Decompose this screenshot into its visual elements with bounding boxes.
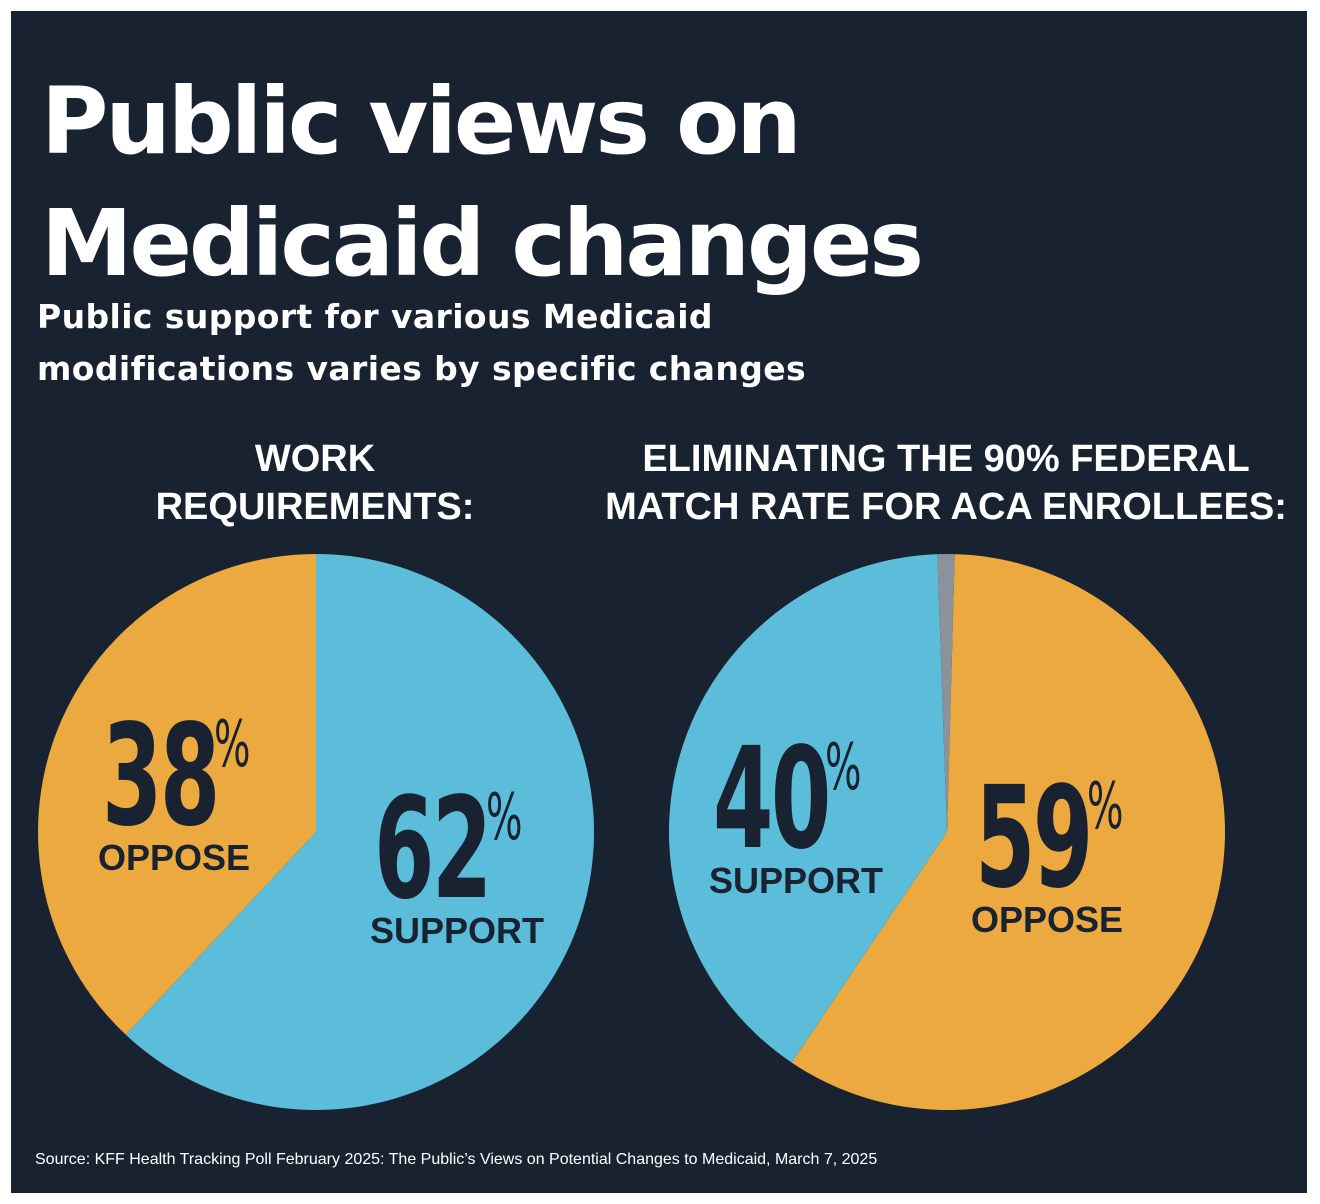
slice-name-label: OPPOSE (971, 899, 1123, 940)
oppose-slice (38, 554, 317, 1035)
oppose-label-group: 38% OPPOSE (98, 695, 250, 878)
pie-chart-federal-match: 59% OPPOSE 40% SUPPORT (667, 552, 1227, 1112)
title-line-2: Medicaid changes (41, 190, 924, 297)
other-slice (937, 554, 955, 832)
support-label-group: 62% SUPPORT (370, 768, 544, 951)
oppose-slice (791, 554, 1226, 1111)
support-slice (125, 554, 595, 1110)
slice-value-label: 59 (975, 757, 1091, 919)
percent-sign: % (486, 781, 522, 855)
oppose-label-group: 59% OPPOSE (971, 757, 1123, 940)
slice-name-label: SUPPORT (709, 860, 883, 901)
pie-chart-work-requirements: 62% SUPPORT 38% OPPOSE (36, 552, 596, 1112)
subtitle-line-1: Public support for various Medicaid (37, 297, 713, 336)
chart-title-federal-match: ELIMINATING THE 90% FEDERAL MATCH RATE F… (605, 438, 1287, 528)
slice-name-label: OPPOSE (98, 837, 250, 878)
source-note: Source: KFF Health Tracking Poll Februar… (35, 1151, 878, 1168)
subtitle-line-2: modifications varies by specific changes (37, 349, 807, 388)
slice-value-label: 40 (713, 718, 829, 880)
page-title: Public views on Medicaid changes (41, 61, 924, 305)
percent-sign: % (214, 708, 250, 782)
chart-title-work-requirements: WORK REQUIREMENTS: (155, 438, 475, 528)
subtitle: Public support for various Medicaid modi… (37, 291, 806, 395)
percent-sign: % (1087, 770, 1123, 844)
support-label-group: 40% SUPPORT (709, 718, 883, 901)
support-slice (669, 554, 947, 1063)
slice-name-label: SUPPORT (370, 910, 544, 951)
slice-value-label: 62 (374, 768, 490, 930)
pie-svg-work-requirements: 62% SUPPORT 38% OPPOSE (38, 554, 595, 1110)
slice-value-label: 38 (102, 695, 218, 857)
title-line-1: Public views on (41, 68, 802, 175)
infographic-panel: Public views on Medicaid changes Public … (11, 11, 1307, 1193)
percent-sign: % (825, 731, 861, 805)
pie-svg-federal-match: 59% OPPOSE 40% SUPPORT (669, 554, 1226, 1111)
